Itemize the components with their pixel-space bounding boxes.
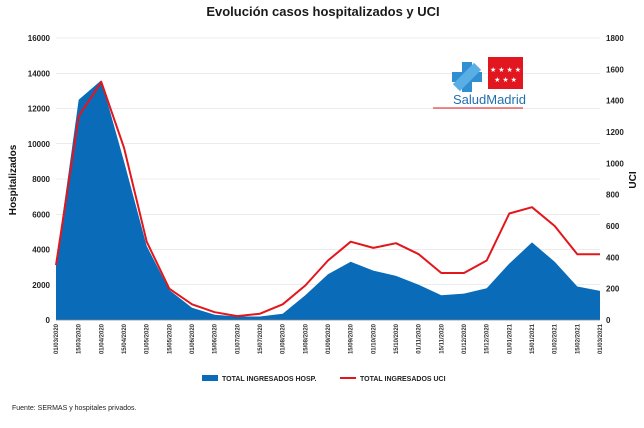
legend-label-hosp: TOTAL INGRESADOS HOSP.	[222, 376, 316, 383]
x-tick-label: 01/01/2021	[507, 323, 513, 354]
hosp-area-layer	[56, 80, 600, 320]
y2-tick-label: 1400	[606, 97, 624, 106]
x-tick-label: 15/01/2021	[530, 323, 536, 354]
svg-text:★ ★ ★: ★ ★ ★	[494, 76, 517, 84]
x-tick-label: 01/07/2020	[235, 323, 241, 354]
right-axis-ticks: 0 200 400 600 800 1000 1200 1400 1600 1800	[606, 34, 624, 325]
x-tick-label: 01/03/2021	[598, 323, 604, 354]
y-tick-label: 16000	[28, 34, 51, 43]
legend-label-uci: TOTAL INGRESADOS UCI	[360, 376, 446, 383]
x-tick-label: 15/09/2020	[349, 323, 355, 354]
x-tick-label: 01/08/2020	[281, 323, 287, 354]
y-tick-label: 0	[46, 316, 51, 325]
y-tick-label: 2000	[32, 281, 50, 290]
x-tick-label: 01/05/2020	[145, 323, 151, 354]
x-tick-label: 15/04/2020	[122, 323, 128, 354]
y2-tick-label: 1800	[606, 34, 624, 43]
y-tick-label: 12000	[28, 105, 51, 114]
y-tick-label: 10000	[28, 140, 51, 149]
left-axis-ticks: 0 2000 4000 6000 8000 10000 12000 14000 16000	[28, 34, 51, 325]
y2-tick-label: 1600	[606, 65, 624, 74]
madrid-flag-icon: ★ ★ ★ ★ ★ ★ ★	[488, 57, 523, 89]
x-tick-label: 15/10/2020	[394, 323, 400, 354]
x-tick-label: 01/04/2020	[99, 323, 105, 354]
x-tick-label: 15/05/2020	[167, 323, 173, 354]
y2-tick-label: 600	[606, 222, 620, 231]
x-tick-label: 01/12/2020	[462, 323, 468, 354]
svg-text:★ ★ ★ ★: ★ ★ ★ ★	[490, 66, 521, 74]
salud-madrid-logo: ★ ★ ★ ★ ★ ★ ★ SaludMadrid	[433, 57, 526, 109]
y2-tick-label: 400	[606, 253, 620, 262]
y2-tick-label: 1200	[606, 128, 624, 137]
x-tick-label: 01/03/2020	[54, 323, 60, 354]
y-tick-label: 14000	[28, 69, 51, 78]
x-axis-ticks: 01/03/2020 15/03/2020 01/04/2020 15/04/2020…	[54, 323, 604, 354]
x-tick-label: 15/12/2020	[485, 323, 491, 354]
x-tick-label: 15/08/2020	[303, 323, 309, 354]
x-tick-label: 15/07/2020	[258, 323, 264, 354]
y-tick-label: 8000	[32, 175, 50, 184]
legend: TOTAL INGRESADOS HOSP. TOTAL INGRESADOS …	[202, 375, 446, 383]
x-tick-label: 01/06/2020	[190, 323, 196, 354]
x-tick-label: 15/02/2021	[575, 323, 581, 354]
x-tick-label: 01/11/2020	[417, 323, 423, 353]
y2-tick-label: 800	[606, 191, 620, 200]
x-tick-label: 01/10/2020	[371, 323, 377, 354]
star-of-life-icon	[452, 62, 482, 92]
y-tick-label: 6000	[32, 210, 50, 219]
source-note: Fuente: SERMAS y hospitales privados.	[12, 405, 137, 412]
x-tick-label: 15/06/2020	[213, 323, 219, 354]
x-tick-label: 01/09/2020	[326, 323, 332, 354]
y2-tick-label: 0	[606, 316, 611, 325]
uci-line-layer	[55, 80, 600, 318]
hosp-area	[56, 80, 600, 320]
uci-line	[55, 80, 600, 318]
chart-title: Evolución casos hospitalizados y UCI	[206, 4, 439, 19]
legend-swatch-hosp	[202, 375, 218, 381]
y-axis-label: Hospitalizados	[8, 144, 19, 215]
logo-text: SaludMadrid	[453, 92, 526, 107]
y-tick-label: 4000	[32, 246, 50, 255]
y2-tick-label: 200	[606, 285, 620, 294]
x-tick-label: 15/11/2020	[439, 323, 445, 353]
x-tick-label: 01/02/2021	[553, 323, 559, 354]
y2-tick-label: 1000	[606, 159, 624, 168]
x-tick-label: 15/03/2020	[77, 323, 83, 354]
y2-axis-label: UCI	[628, 171, 639, 188]
